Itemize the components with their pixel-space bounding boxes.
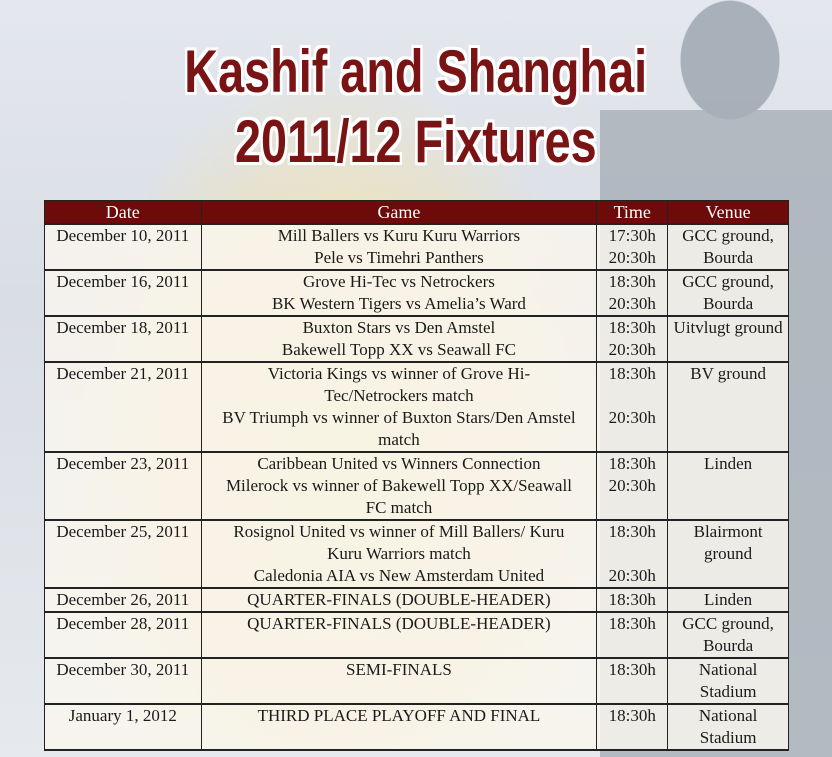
game-cell: SEMI-FINALS xyxy=(200,657,598,705)
date-cell: December 21, 2011 xyxy=(44,361,202,453)
table-row: BV Triumph vs winner of Buxton Stars/Den… xyxy=(45,407,789,453)
time-cell: 18:30h xyxy=(596,315,669,339)
time-cell: 18:30h xyxy=(596,451,669,475)
table-row: Milerock vs winner of Bakewell Topp XX/S… xyxy=(45,475,789,521)
venue-cell: Blairmont ground xyxy=(667,519,789,589)
game-cell: Rosignol United vs winner of Mill Baller… xyxy=(200,519,598,565)
table-row: December 16, 2011 Grove Hi-Tec vs Netrock… xyxy=(44,269,789,317)
header-date: Date xyxy=(44,200,202,225)
time-cell: 20:30h xyxy=(596,565,669,589)
game-cell: Caledonia AIA vs New Amsterdam United xyxy=(200,565,598,589)
table-row: December 18, 2011 Buxton Stars vs Den Ams… xyxy=(44,315,789,363)
table-row: BK Western Tigers vs Amelia’s Ward 20:30h xyxy=(45,293,789,317)
table-row: January 1, 2012 THIRD PLACE PLAYOFF AND F… xyxy=(44,703,789,751)
table-row: Bakewell Topp XX vs Seawall FC 20:30h xyxy=(45,339,789,363)
date-cell: December 16, 2011 xyxy=(44,269,202,317)
venue-cell: Linden xyxy=(667,587,789,613)
header-game: Game xyxy=(200,200,598,225)
game-cell: Pele vs Timehri Panthers xyxy=(200,247,598,271)
game-cell: QUARTER-FINALS (DOUBLE-HEADER) xyxy=(200,587,598,613)
time-cell: 18:30h xyxy=(596,703,669,751)
table-row: December 10, 2011 Mill Ballers vs Kuru Ku… xyxy=(44,223,789,271)
time-cell: 17:30h xyxy=(596,223,669,247)
time-cell: 18:30h xyxy=(596,587,669,613)
table-row: December 26, 2011 QUARTER-FINALS (DOUBLE-… xyxy=(44,587,789,613)
table-row: Pele vs Timehri Panthers 20:30h xyxy=(45,247,789,271)
game-cell: BV Triumph vs winner of Buxton Stars/Den… xyxy=(200,407,598,453)
venue-cell: GCC ground, Bourda xyxy=(667,269,789,317)
date-cell: December 18, 2011 xyxy=(44,315,202,363)
header-time: Time xyxy=(596,200,669,225)
date-cell: December 30, 2011 xyxy=(44,657,202,705)
time-cell: 20:30h xyxy=(596,475,669,521)
date-cell: December 26, 2011 xyxy=(44,587,202,613)
time-cell: 18:30h xyxy=(596,611,669,659)
time-cell: 20:30h xyxy=(596,339,669,363)
time-cell: 20:30h xyxy=(596,407,669,453)
time-cell: 20:30h xyxy=(596,293,669,317)
time-cell: 18:30h xyxy=(596,657,669,705)
game-cell: Victoria Kings vs winner of Grove Hi-Tec… xyxy=(200,361,598,407)
date-cell: January 1, 2012 xyxy=(44,703,202,751)
table-row: December 25, 2011 Rosignol United vs winn… xyxy=(44,519,789,589)
table-row: December 21, 2011 Victoria Kings vs winne… xyxy=(44,361,789,453)
time-cell: 18:30h xyxy=(596,361,669,407)
game-cell: Caribbean United vs Winners Connection xyxy=(200,451,598,475)
time-cell: 18:30h xyxy=(596,519,669,565)
game-cell: Bakewell Topp XX vs Seawall FC xyxy=(200,339,598,363)
game-cell: Milerock vs winner of Bakewell Topp XX/S… xyxy=(200,475,598,521)
game-cell: Buxton Stars vs Den Amstel xyxy=(200,315,598,339)
table-row: December 28, 2011 QUARTER-FINALS (DOUBLE-… xyxy=(44,611,789,659)
venue-cell: National Stadium xyxy=(667,703,789,751)
header-venue: Venue xyxy=(667,200,789,225)
fixtures-table: Date Game Time Venue December 10, 2011 Mi… xyxy=(44,200,789,751)
table-row: December 30, 2011 SEMI-FINALS 18:30h Nation… xyxy=(44,657,789,705)
time-cell: 20:30h xyxy=(596,247,669,271)
date-cell: December 23, 2011 xyxy=(44,451,202,521)
title-line-2: 2011/12 Fixtures xyxy=(235,108,597,175)
venue-cell: National Stadium xyxy=(667,657,789,705)
table-row: Caledonia AIA vs New Amsterdam United 20:… xyxy=(45,565,789,589)
venue-cell: BV ground xyxy=(667,361,789,453)
game-cell: BK Western Tigers vs Amelia’s Ward xyxy=(200,293,598,317)
game-cell: Mill Ballers vs Kuru Kuru Warriors xyxy=(200,223,598,247)
title-line-1: Kashif and Shanghai xyxy=(184,38,648,105)
venue-cell: GCC ground, Bourda xyxy=(667,223,789,271)
date-cell: December 25, 2011 xyxy=(44,519,202,589)
venue-cell: GCC ground, Bourda xyxy=(667,611,789,659)
table-row: December 23, 2011 Caribbean United vs Win… xyxy=(44,451,789,521)
game-cell: QUARTER-FINALS (DOUBLE-HEADER) xyxy=(200,611,598,659)
table-header: Date Game Time Venue xyxy=(44,200,789,225)
game-cell: Grove Hi-Tec vs Netrockers xyxy=(200,269,598,293)
date-cell: December 10, 2011 xyxy=(44,223,202,271)
time-cell: 18:30h xyxy=(596,269,669,293)
game-cell: THIRD PLACE PLAYOFF AND FINAL xyxy=(200,703,598,751)
venue-cell: Linden xyxy=(667,451,789,521)
venue-cell: Uitvlugt ground xyxy=(667,315,789,363)
date-cell: December 28, 2011 xyxy=(44,611,202,659)
